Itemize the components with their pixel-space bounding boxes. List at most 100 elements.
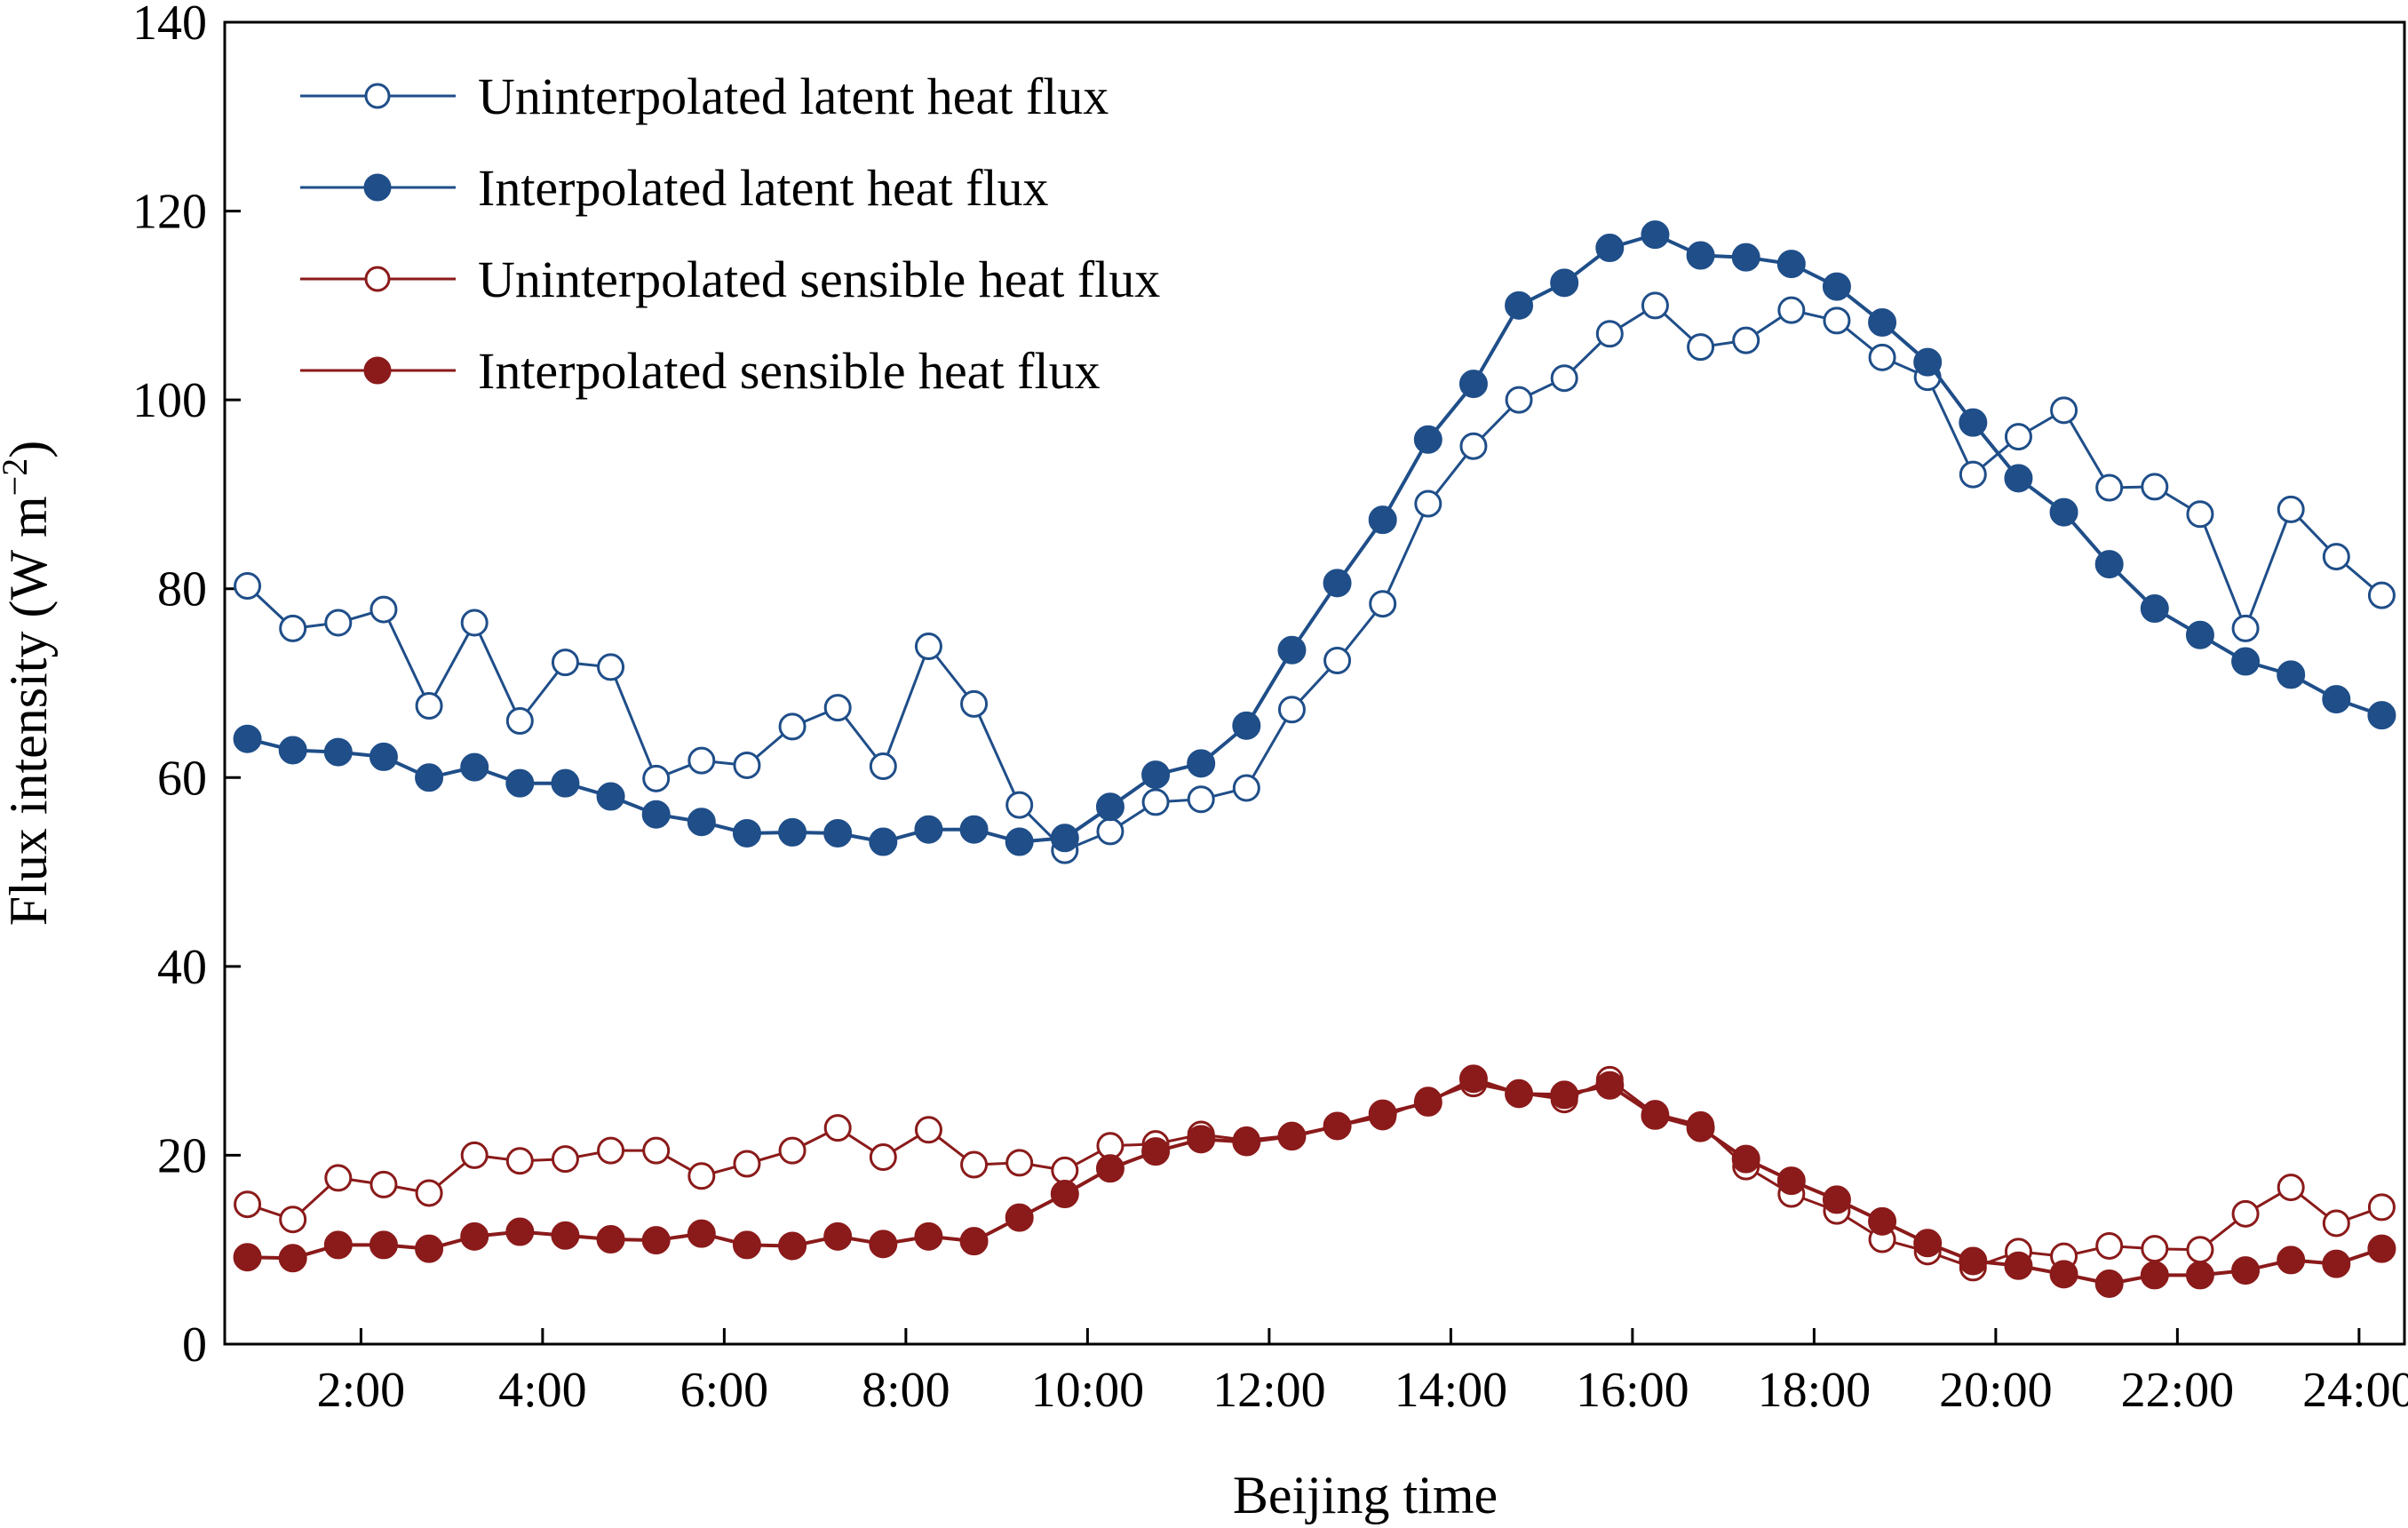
data-point bbox=[1277, 1122, 1307, 1151]
data-point bbox=[2004, 1251, 2033, 1280]
data-point bbox=[551, 649, 579, 677]
data-point bbox=[324, 1164, 353, 1192]
x-tick-label: 2:00 bbox=[317, 1363, 406, 1418]
x-tick-label: 20:00 bbox=[1939, 1363, 2053, 1418]
data-point bbox=[234, 572, 262, 601]
data-point bbox=[1458, 370, 1488, 399]
data-point bbox=[1686, 241, 1715, 270]
data-point bbox=[1959, 408, 1988, 437]
data-point bbox=[778, 1136, 807, 1165]
x-tick-label: 10:00 bbox=[1031, 1363, 1145, 1418]
data-point bbox=[415, 1179, 443, 1207]
data-point bbox=[233, 1243, 262, 1272]
data-point bbox=[2277, 660, 2306, 689]
data-point bbox=[1232, 1127, 1261, 1157]
x-tick-label: 14:00 bbox=[1395, 1363, 1508, 1418]
data-point bbox=[2186, 500, 2214, 529]
y-tick-label: 120 bbox=[132, 185, 207, 240]
data-point bbox=[460, 1222, 489, 1251]
data-point bbox=[823, 1114, 852, 1142]
data-point bbox=[2322, 685, 2351, 714]
data-point bbox=[2367, 1193, 2396, 1222]
data-point bbox=[1776, 250, 1806, 279]
data-point bbox=[505, 1147, 534, 1175]
data-point bbox=[460, 752, 489, 782]
data-point bbox=[1095, 792, 1125, 822]
data-point bbox=[1277, 635, 1307, 665]
series-2 bbox=[233, 220, 2396, 856]
legend-marker bbox=[363, 173, 392, 202]
x-tick-label: 12:00 bbox=[1212, 1363, 1326, 1418]
data-point bbox=[1050, 824, 1079, 853]
data-point bbox=[1505, 1079, 1534, 1109]
legend-label: Uninterpolated latent heat flux bbox=[478, 68, 1109, 125]
data-point bbox=[1458, 1064, 1488, 1094]
data-point bbox=[2095, 1231, 2124, 1260]
data-point bbox=[415, 763, 444, 792]
legend-item-1: Uninterpolated latent heat flux bbox=[300, 68, 1109, 125]
data-point bbox=[2094, 1269, 2124, 1298]
data-point bbox=[960, 689, 989, 718]
data-point bbox=[551, 768, 580, 798]
data-point bbox=[1187, 785, 1215, 814]
legend-label: Uninterpolated sensible heat flux bbox=[478, 251, 1160, 308]
y-tick-label: 100 bbox=[132, 373, 207, 428]
data-point bbox=[1731, 1144, 1760, 1174]
y-tick-label: 60 bbox=[157, 751, 207, 806]
data-point bbox=[687, 1219, 716, 1248]
data-point bbox=[2141, 473, 2169, 501]
data-point bbox=[1095, 1154, 1125, 1183]
data-point bbox=[1005, 1149, 1034, 1177]
legend: Uninterpolated latent heat flux Interpola… bbox=[300, 68, 1160, 400]
data-point bbox=[1505, 386, 1533, 414]
data-point bbox=[1731, 243, 1760, 272]
data-point bbox=[960, 1150, 989, 1179]
data-point bbox=[869, 1230, 898, 1259]
y-axis-label: Flux intensity (W m−2) bbox=[0, 441, 58, 926]
legend-item-3: Uninterpolated sensible heat flux bbox=[300, 251, 1160, 308]
data-point bbox=[2140, 1261, 2169, 1290]
data-point bbox=[551, 1221, 580, 1250]
data-point bbox=[551, 1145, 579, 1174]
data-point bbox=[1096, 817, 1125, 846]
data-point bbox=[1687, 333, 1715, 362]
data-point bbox=[1913, 1229, 1943, 1258]
legend-marker bbox=[364, 266, 391, 292]
data-point bbox=[2049, 497, 2078, 527]
data-point bbox=[1232, 711, 1261, 740]
legend-item-4: Interpolated sensible heat flux bbox=[300, 342, 1101, 400]
data-point bbox=[2185, 1261, 2214, 1290]
data-point bbox=[1187, 749, 1216, 778]
data-point bbox=[1232, 774, 1260, 802]
data-point bbox=[2231, 1199, 2260, 1228]
data-point bbox=[505, 707, 534, 736]
data-point bbox=[2277, 1245, 2306, 1275]
x-tick-label: 6:00 bbox=[680, 1363, 769, 1418]
data-point bbox=[596, 782, 625, 811]
data-point bbox=[1277, 696, 1306, 724]
data-point bbox=[1005, 1203, 1034, 1232]
data-point bbox=[642, 1136, 671, 1165]
data-point bbox=[278, 1244, 307, 1273]
data-point bbox=[1005, 827, 1034, 856]
x-tick-label: 22:00 bbox=[2121, 1363, 2235, 1418]
plot-frame bbox=[223, 20, 2406, 1346]
data-point bbox=[2277, 495, 2305, 523]
data-point bbox=[914, 1222, 943, 1251]
data-point bbox=[869, 752, 897, 781]
data-point bbox=[2094, 550, 2124, 579]
data-point bbox=[823, 694, 852, 722]
data-point bbox=[823, 1222, 853, 1251]
data-point bbox=[323, 737, 353, 767]
data-point bbox=[778, 1231, 807, 1261]
data-point bbox=[1641, 1101, 1670, 1130]
data-point bbox=[1868, 1206, 1897, 1236]
data-point bbox=[2185, 620, 2214, 649]
data-point bbox=[687, 746, 716, 775]
legend-label: Interpolated latent heat flux bbox=[478, 159, 1049, 217]
x-tick-label: 24:00 bbox=[2302, 1363, 2408, 1418]
data-point bbox=[505, 1217, 535, 1246]
tick-layer: 0 20 40 60 80 100 120 140 2:00 4:00 6:00 8:00 10:00 1… bbox=[132, 0, 2408, 1418]
data-point bbox=[233, 724, 262, 753]
